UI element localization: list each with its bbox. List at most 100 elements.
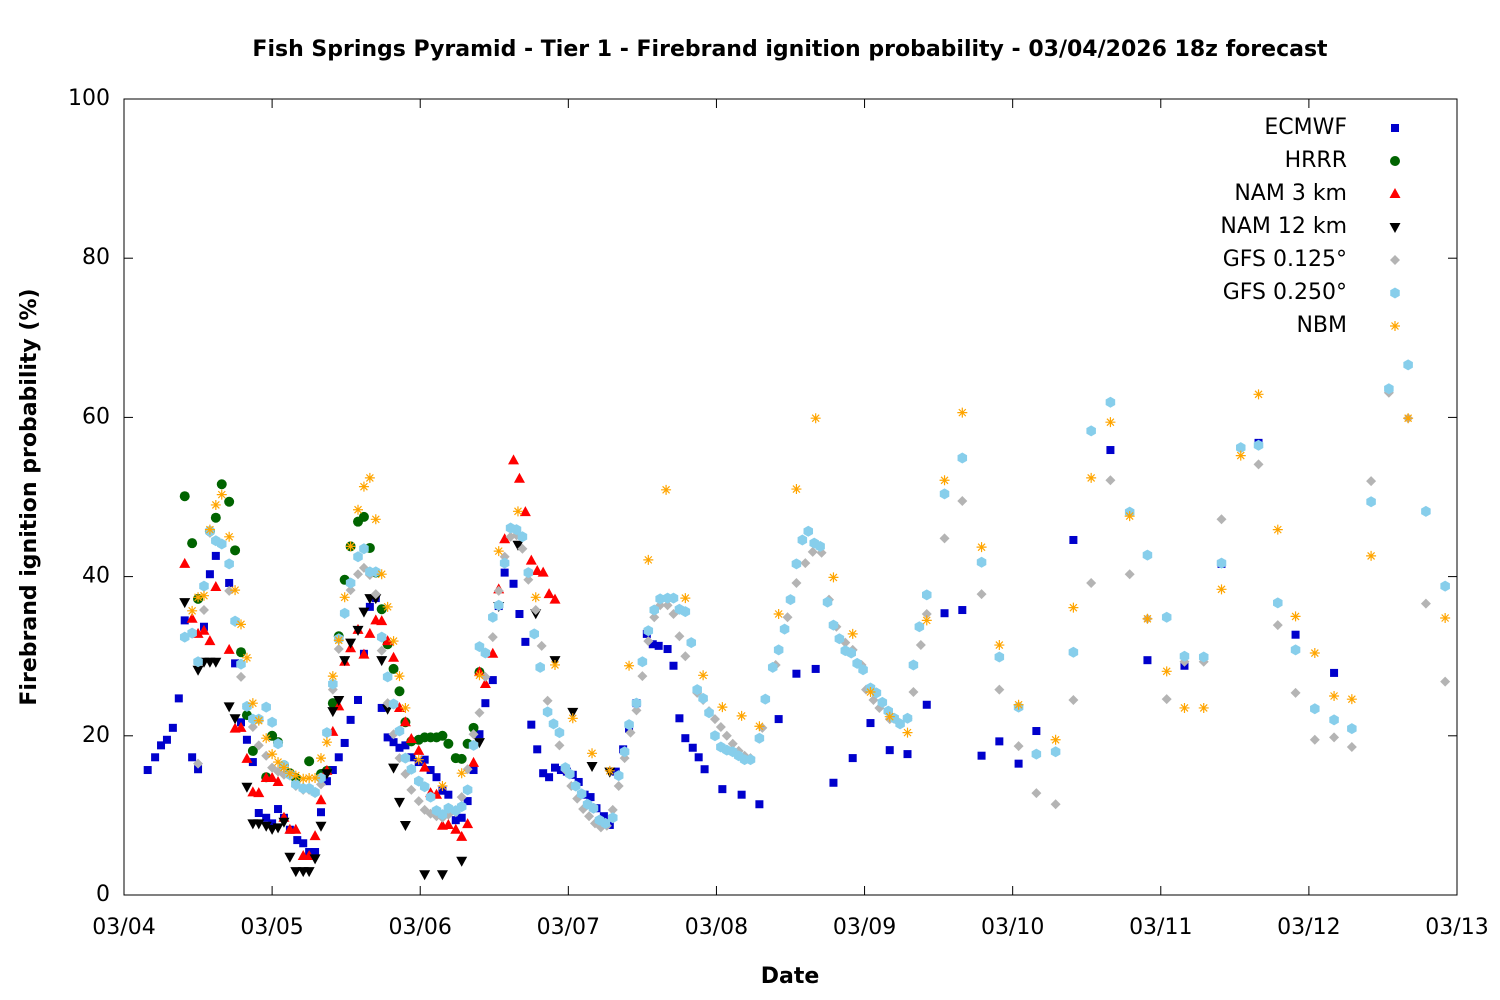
point xyxy=(188,753,197,762)
point xyxy=(180,616,189,625)
point xyxy=(995,737,1004,746)
point xyxy=(709,714,720,725)
point xyxy=(717,702,728,713)
point xyxy=(902,712,913,724)
point xyxy=(247,745,258,756)
point xyxy=(187,538,198,549)
point xyxy=(291,778,301,790)
point xyxy=(519,506,531,517)
point xyxy=(488,611,498,623)
point xyxy=(272,775,284,786)
point xyxy=(315,753,326,764)
y-tick-label: 0 xyxy=(96,882,110,907)
point xyxy=(315,794,327,805)
point xyxy=(192,665,204,676)
point xyxy=(613,780,624,791)
point xyxy=(921,589,932,601)
legend-marker xyxy=(1390,156,1400,166)
legend-label: ECMWF xyxy=(1264,115,1347,140)
point xyxy=(211,551,220,560)
point xyxy=(247,698,258,709)
point xyxy=(637,671,648,682)
point xyxy=(822,596,833,608)
legend-label: NAM 3 km xyxy=(1234,181,1347,206)
point xyxy=(643,554,654,565)
point xyxy=(1161,694,1172,705)
point xyxy=(230,545,241,556)
point xyxy=(290,770,301,781)
point xyxy=(358,511,369,522)
point xyxy=(179,598,191,609)
point xyxy=(674,631,685,642)
point xyxy=(903,750,912,759)
point xyxy=(611,767,620,776)
point xyxy=(290,867,302,878)
point xyxy=(537,566,549,577)
point xyxy=(310,772,321,783)
point xyxy=(179,631,190,643)
point xyxy=(866,719,875,728)
point xyxy=(193,758,204,769)
point xyxy=(198,590,209,601)
point xyxy=(382,635,394,646)
point xyxy=(393,797,405,808)
point xyxy=(1253,439,1264,451)
point xyxy=(194,765,203,774)
point xyxy=(1291,630,1300,639)
y-axis-title: Firebrand ignition probability (%) xyxy=(17,288,42,705)
point xyxy=(456,792,467,803)
point xyxy=(625,727,636,738)
point xyxy=(515,610,524,619)
y-tick-label: 60 xyxy=(82,404,110,429)
point xyxy=(407,753,416,762)
point xyxy=(241,782,253,793)
point xyxy=(376,615,388,626)
point xyxy=(815,540,825,552)
point xyxy=(204,524,215,535)
point xyxy=(760,693,771,705)
point xyxy=(1032,727,1041,736)
point xyxy=(311,848,320,857)
point xyxy=(389,738,398,747)
point xyxy=(278,817,290,828)
point xyxy=(565,768,575,780)
point xyxy=(359,543,369,555)
point xyxy=(940,609,949,618)
point xyxy=(1329,691,1340,701)
point xyxy=(663,645,672,654)
point xyxy=(669,661,678,670)
point xyxy=(755,800,764,809)
point xyxy=(745,754,756,766)
point xyxy=(474,670,485,681)
point xyxy=(1198,702,1209,713)
point xyxy=(358,648,370,659)
point xyxy=(1198,651,1209,663)
point xyxy=(394,671,405,682)
point xyxy=(1403,359,1413,371)
legend-label: NAM 12 km xyxy=(1220,214,1347,239)
point xyxy=(328,678,338,690)
point xyxy=(587,748,598,759)
point xyxy=(198,624,210,635)
point xyxy=(668,592,679,604)
point xyxy=(884,711,895,722)
point xyxy=(327,698,338,709)
point xyxy=(339,592,350,603)
point xyxy=(284,852,296,863)
point xyxy=(791,484,802,495)
y-tick-label: 100 xyxy=(68,86,110,111)
point xyxy=(406,784,417,795)
point xyxy=(1069,535,1078,544)
point xyxy=(643,625,654,637)
point xyxy=(883,705,894,717)
point xyxy=(976,542,987,553)
point xyxy=(779,623,790,635)
point xyxy=(1124,569,1135,580)
point xyxy=(550,659,561,670)
point xyxy=(509,579,518,588)
point xyxy=(939,475,950,486)
point xyxy=(236,619,247,630)
point xyxy=(388,636,399,647)
point xyxy=(253,787,265,798)
point xyxy=(345,577,356,589)
